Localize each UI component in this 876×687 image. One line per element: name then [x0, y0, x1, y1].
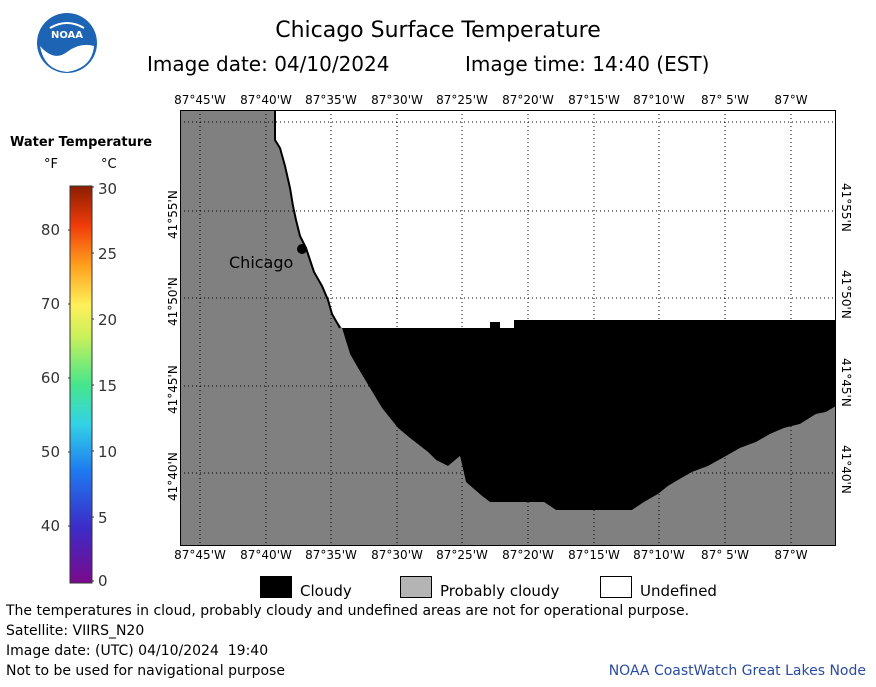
- image-time: Image time: 14:40 (EST): [465, 52, 710, 76]
- lon-label: 87°W: [774, 548, 808, 562]
- map-border: [180, 110, 836, 546]
- coastline: [274, 110, 341, 329]
- land-area: [180, 110, 836, 546]
- map-title: Chicago Surface Temperature: [275, 18, 601, 43]
- legend-label-undefined: Undefined: [640, 582, 717, 600]
- lat-label: 41°45'N: [166, 365, 180, 414]
- lon-label: 87° 5'W: [701, 93, 749, 107]
- tick-c: 15: [98, 377, 118, 395]
- graticule: [180, 110, 836, 546]
- tick-f: 50: [40, 443, 60, 461]
- tick-f: 40: [40, 517, 60, 535]
- tick-c: 10: [98, 443, 118, 461]
- lon-label: 87° 5'W: [701, 548, 749, 562]
- lon-label: 87°20'W: [502, 548, 554, 562]
- satellite-text: Satellite: VIIRS_N20: [6, 623, 145, 639]
- legend-swatch-probably-cloudy: [400, 576, 432, 598]
- lat-label: 41°40'N: [839, 445, 853, 494]
- lat-label: 41°40'N: [166, 452, 180, 501]
- tick-f: 80: [40, 221, 60, 239]
- credit-text: NOAA CoastWatch Great Lakes Node: [608, 663, 866, 679]
- lat-label: 41°50'N: [166, 277, 180, 326]
- lat-label: 41°45'N: [839, 358, 853, 407]
- noaa-logo: NOAA: [36, 12, 98, 74]
- unit-fahrenheit: °F: [44, 157, 58, 172]
- lon-label: 87°35'W: [305, 548, 357, 562]
- noaa-logo-text: NOAA: [50, 30, 84, 41]
- lon-label: 87°W: [774, 93, 808, 107]
- tick-f: 70: [40, 295, 60, 313]
- lon-label: 87°45'W: [174, 548, 226, 562]
- lat-label: 41°55'N: [839, 183, 853, 232]
- lon-label: 87°30'W: [371, 93, 423, 107]
- lon-label: 87°25'W: [436, 548, 488, 562]
- legend-label-cloudy: Cloudy: [300, 582, 352, 600]
- lon-label: 87°40'W: [240, 548, 292, 562]
- lat-label: 41°50'N: [839, 270, 853, 319]
- lon-label: 87°45'W: [174, 93, 226, 107]
- image-date: Image date: 04/10/2024: [147, 52, 390, 76]
- legend-swatch-undefined: [600, 576, 632, 598]
- tick-c: 20: [98, 311, 118, 329]
- city-label-chicago: Chicago: [229, 253, 294, 272]
- temperature-color-bar: [68, 185, 94, 584]
- noaa-logo-icon: [37, 13, 97, 73]
- legend-swatch-cloudy: [260, 576, 292, 598]
- unit-celsius: °C: [101, 157, 117, 172]
- lon-label: 87°15'W: [568, 93, 620, 107]
- lon-label: 87°15'W: [568, 548, 620, 562]
- cloudy-area: [340, 320, 836, 510]
- disclaimer-text: The temperatures in cloud, probably clou…: [6, 603, 690, 619]
- lon-label: 87°10'W: [633, 93, 685, 107]
- lon-label: 87°40'W: [240, 93, 292, 107]
- tick-c: 30: [98, 180, 118, 198]
- lon-label: 87°20'W: [502, 93, 554, 107]
- lon-label: 87°35'W: [305, 93, 357, 107]
- map-canvas: [180, 110, 836, 546]
- chicago-marker: [297, 244, 307, 254]
- tick-f: 60: [40, 369, 60, 387]
- lon-label: 87°25'W: [436, 93, 488, 107]
- utc-date-text: Image date: (UTC) 04/10/2024 19:40: [6, 643, 269, 659]
- navigation-warning: Not to be used for navigational purpose: [6, 663, 285, 679]
- tick-c: 5: [98, 509, 108, 527]
- scale-title: Water Temperature: [10, 135, 153, 150]
- lon-label: 87°10'W: [633, 548, 685, 562]
- legend-label-probably-cloudy: Probably cloudy: [440, 582, 560, 600]
- lat-label: 41°55'N: [166, 190, 180, 239]
- tick-c: 25: [98, 245, 118, 263]
- tick-c: 0: [98, 572, 108, 590]
- lon-label: 87°30'W: [371, 548, 423, 562]
